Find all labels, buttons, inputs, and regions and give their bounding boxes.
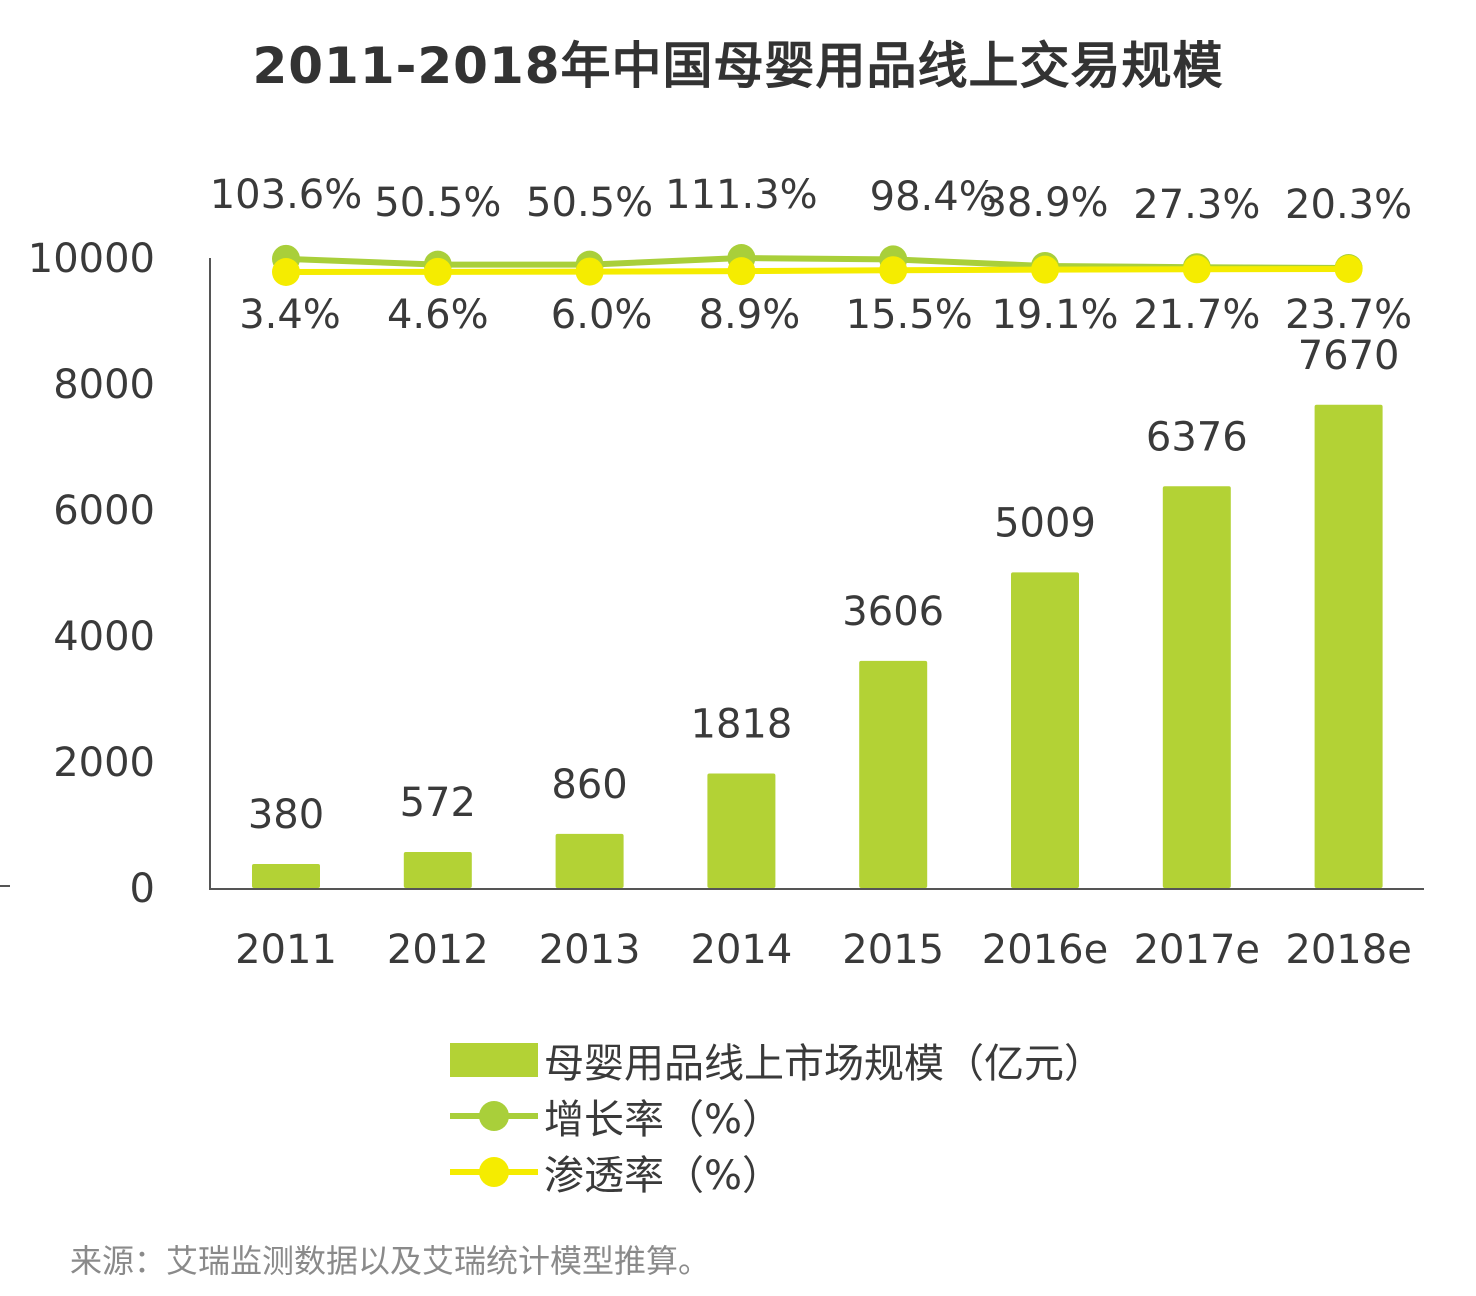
penetration-data-label: 4.6%: [387, 292, 489, 338]
bar: [403, 851, 472, 888]
axes: [0, 258, 1424, 890]
bar-series: [252, 404, 1383, 888]
source-note: 来源：艾瑞监测数据以及艾瑞统计模型推算。: [70, 1242, 711, 1280]
bar-data-label: 7670: [1298, 333, 1400, 379]
penetration-data-label: 6.0%: [551, 292, 653, 338]
penetration-data-label: 3.4%: [239, 292, 341, 338]
bar-data-label: 1818: [691, 701, 793, 747]
legend-penetration-swatch: [448, 1144, 540, 1200]
penetration-point: [272, 258, 300, 286]
x-tick-label: 2016e: [982, 927, 1108, 973]
growth-data-label: 27.3%: [1133, 182, 1260, 228]
penetration-point: [1334, 255, 1363, 283]
legend-label-penetration: 渗透率（%）: [544, 1153, 783, 1199]
x-tick-label: 2018e: [1285, 927, 1411, 973]
growth-data-label: 50.5%: [526, 180, 653, 226]
bar: [252, 864, 320, 888]
penetration-line: [285, 266, 1349, 275]
x-tick-label: 2017e: [1134, 927, 1260, 973]
growth-data-label: 103.6%: [210, 172, 363, 218]
y-tick-label: 0: [130, 866, 155, 912]
legend-growth-swatch: [448, 1088, 540, 1144]
growth-data-label: 20.3%: [1285, 182, 1412, 228]
penetration-point: [727, 257, 756, 286]
bar-data-label: 3606: [842, 589, 944, 635]
x-axis-ticks: 2011 2012 2013 2014 2015 2016e 2017e 2018e: [235, 927, 1412, 973]
penetration-point: [575, 257, 604, 286]
bar-data-labels: 380 572 860 1818 3606 5009 6376 7670: [248, 333, 1400, 838]
y-axis-ticks: 0 2000 4000 6000 8000 10000: [28, 236, 155, 912]
bar-data-label: 6376: [1146, 414, 1248, 460]
y-tick-label: 4000: [53, 614, 155, 660]
chart-title: 2011-2018年中国母婴用品线上交易规模: [252, 37, 1224, 95]
legend: 母婴用品线上市场规模（亿元） 增长率（%） 渗透率（%）: [448, 1032, 1104, 1200]
growth-data-label: 50.5%: [374, 180, 501, 226]
bar: [1162, 486, 1231, 888]
line-data-labels: 103.6% 50.5% 50.5% 111.3% 98.4%38.9% 27.3% 20.…: [210, 172, 1412, 338]
penetration-data-label: 15.5%: [846, 292, 973, 338]
penetration-data-label: 19.1%: [991, 292, 1118, 338]
bar: [859, 660, 928, 888]
penetration-data-label: 8.9%: [699, 292, 801, 338]
y-tick-label: 10000: [28, 236, 155, 282]
penetration-point: [1031, 255, 1059, 284]
penetration-point: [423, 257, 452, 286]
legend-item-bar: 母婴用品线上市场规模（亿元）: [448, 1032, 1104, 1088]
bar: [1011, 572, 1079, 888]
legend-bar-swatch: [448, 1032, 540, 1088]
x-tick-label: 2015: [842, 927, 944, 973]
growth-data-label: 98.4%: [870, 174, 997, 220]
bar-data-label: 860: [551, 762, 627, 808]
penetration-point: [879, 256, 908, 285]
legend-label-scale: 母婴用品线上市场规模（亿元）: [544, 1041, 1104, 1087]
legend-item-growth: 增长率（%）: [448, 1088, 1104, 1144]
penetration-point: [1182, 255, 1211, 284]
bar: [1314, 404, 1383, 888]
y-tick-label: 8000: [53, 362, 155, 408]
penetration-data-label: 23.7%: [1285, 292, 1412, 338]
y-tick-label: 2000: [53, 740, 155, 786]
bar-data-label: 5009: [994, 500, 1096, 546]
legend-item-penetration: 渗透率（%）: [448, 1144, 1104, 1200]
bar: [555, 833, 624, 888]
bar: [707, 773, 776, 888]
line-series: [272, 244, 1363, 286]
growth-data-label: 38.9%: [981, 180, 1108, 226]
x-tick-label: 2012: [387, 927, 489, 973]
growth-data-label: 111.3%: [665, 172, 818, 218]
y-tick-label: 6000: [53, 488, 155, 534]
bar-data-label: 380: [248, 792, 324, 838]
x-tick-label: 2014: [691, 927, 793, 973]
penetration-data-label: 21.7%: [1133, 292, 1260, 338]
legend-label-growth: 增长率（%）: [544, 1097, 783, 1143]
x-tick-label: 2013: [539, 927, 641, 973]
x-tick-label: 2011: [235, 927, 337, 973]
bar-data-label: 572: [400, 780, 476, 826]
